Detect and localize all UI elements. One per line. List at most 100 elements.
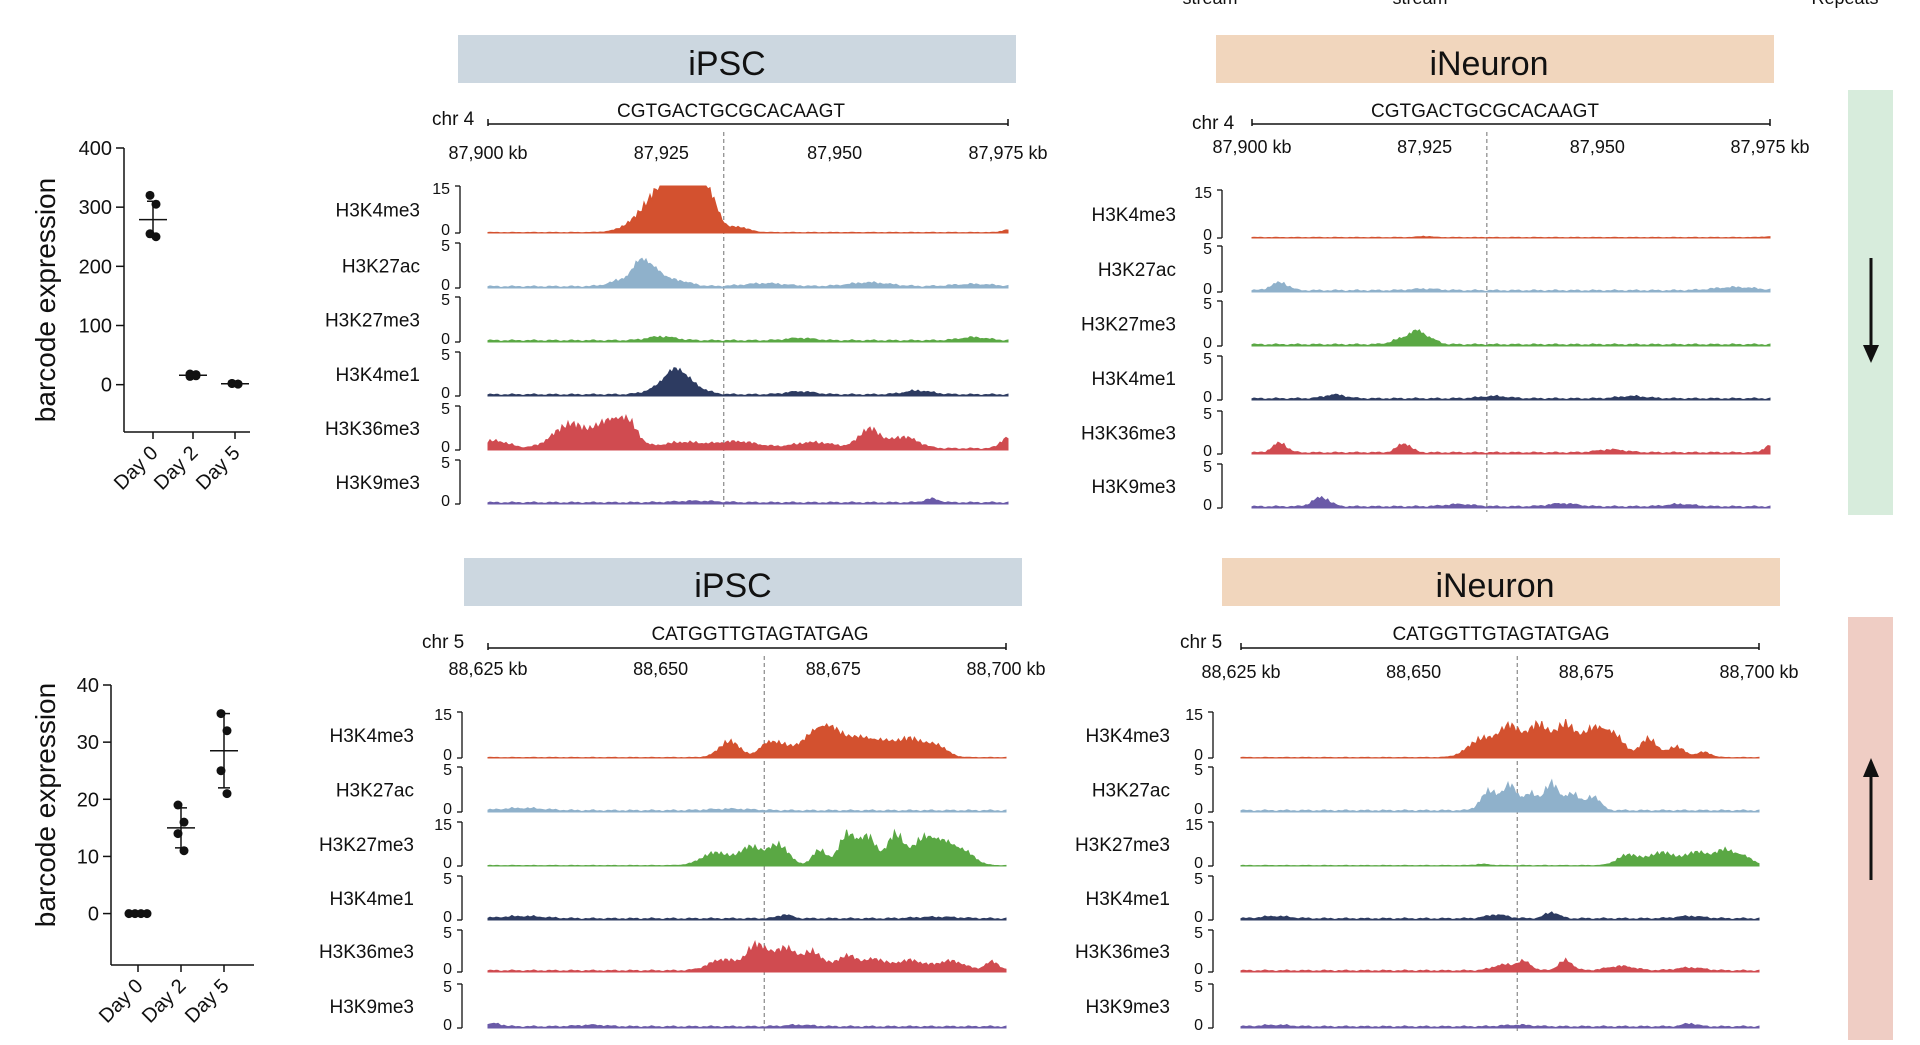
track-ymax-label: 5	[443, 762, 452, 779]
track-ymin-label: 0	[1194, 909, 1203, 926]
track-ymax-label: 5	[1203, 296, 1212, 313]
x-tick-label: 88,675	[806, 659, 861, 679]
track-signal	[1251, 329, 1771, 347]
track-signal	[487, 497, 1009, 505]
panel-header-bar	[1216, 35, 1774, 83]
sequence-label: CGTGACTGCGCACAAGT	[1371, 101, 1599, 122]
x-tick-label: 87,975 kb	[1730, 137, 1809, 157]
track-ymax-label: 5	[441, 292, 450, 309]
track-ymin-label: 0	[1203, 281, 1212, 298]
top-label-2: stream	[1392, 0, 1447, 8]
track-label: H3K9me3	[336, 473, 421, 494]
track-label: H3K27me3	[325, 311, 420, 332]
x-tick-label: 88,675	[1559, 662, 1614, 682]
x-tick-label: 87,925	[634, 143, 689, 163]
y-tick-label: 300	[79, 197, 112, 219]
track-signal	[487, 185, 1009, 234]
chrom-label: chr 5	[422, 632, 464, 653]
track-ymax-label: 5	[1203, 406, 1212, 423]
track-signal	[1240, 778, 1760, 813]
panel-title: iNeuron	[1435, 567, 1554, 605]
track-ymin-label: 0	[441, 222, 450, 239]
track-ymax-label: 5	[443, 871, 452, 888]
panel-header-bar	[1222, 558, 1780, 606]
track-label: H3K27ac	[342, 257, 420, 278]
track-signal	[487, 940, 1007, 973]
chrom-label: chr 4	[432, 109, 475, 130]
panel-header-bar	[458, 35, 1016, 83]
x-tick-label: Day 0	[110, 442, 163, 495]
track-ymin-label: 0	[441, 493, 450, 510]
x-tick-label: 87,900 kb	[448, 143, 527, 163]
data-point	[142, 909, 152, 919]
panel-ipsc-top: iPSC chr 4 CGTGACTGCGCACAAGT 87,900 kb 87…	[325, 35, 1048, 510]
track-label: H3K4me1	[1092, 369, 1177, 390]
track-ymin-label: 0	[441, 331, 450, 348]
y-axis-label: barcode expression	[30, 683, 61, 927]
y-tick-label: 30	[77, 732, 99, 754]
track-ymin-label: 0	[443, 1017, 452, 1034]
track-ymin-label: 0	[441, 385, 450, 402]
top-cutoff-labels: stream stream Repeats	[1182, 0, 1878, 8]
track-ymin-label: 0	[1194, 855, 1203, 872]
track-ymax-label: 5	[441, 238, 450, 255]
x-tick-label: 87,900 kb	[1212, 137, 1291, 157]
track-ymax-label: 15	[1185, 707, 1203, 724]
x-tick-label: 88,650	[633, 659, 688, 679]
track-label: H3K36me3	[1081, 424, 1176, 445]
data-point	[145, 190, 155, 200]
track-ymax-label: 5	[443, 925, 452, 942]
track-ymax-label: 5	[1194, 762, 1203, 779]
x-tick-label: 87,925	[1397, 137, 1452, 157]
x-tick-label: 88,650	[1386, 662, 1441, 682]
y-tick-label: 400	[79, 138, 112, 160]
track-signal	[1251, 235, 1771, 239]
x-tick-label: Day 2	[150, 442, 203, 495]
track-signal	[1251, 495, 1771, 509]
track-ymin-label: 0	[1194, 961, 1203, 978]
track-ymin-label: 0	[443, 801, 452, 818]
track-label: H3K36me3	[319, 942, 414, 963]
top-label-1: stream	[1182, 0, 1237, 8]
sequence-label: CATGGTTGTAGTATGAG	[1392, 624, 1609, 645]
track-label: H3K9me3	[330, 997, 415, 1018]
top-label-3: Repeats	[1811, 0, 1878, 8]
panel-title: iNeuron	[1429, 45, 1548, 83]
track-label: H3K27me3	[1075, 835, 1170, 856]
chrom-label: chr 5	[1180, 632, 1222, 653]
track-ymin-label: 0	[443, 855, 452, 872]
track-signal	[1240, 957, 1760, 973]
x-tick-label: 87,950	[807, 143, 862, 163]
track-ymin-label: 0	[1203, 227, 1212, 244]
track-ymax-label: 5	[1194, 871, 1203, 888]
track-ymax-label: 5	[1203, 351, 1212, 368]
x-tick-label: Day 2	[138, 975, 191, 1028]
track-label: H3K4me3	[1086, 726, 1171, 747]
panel-ineuron-top: iNeuron chr 4 CGTGACTGCGCACAAGT 87,900 k…	[1081, 35, 1810, 514]
track-ymax-label: 5	[441, 401, 450, 418]
track-label: H3K27ac	[1092, 781, 1170, 802]
track-ymin-label: 0	[1203, 335, 1212, 352]
x-tick-label: Day 5	[181, 975, 234, 1028]
y-tick-label: 10	[77, 846, 99, 868]
track-ymin-label: 0	[1203, 443, 1212, 460]
track-signal	[487, 806, 1007, 813]
track-ymin-label: 0	[1194, 801, 1203, 818]
sequence-label: CGTGACTGCGCACAAGT	[617, 101, 845, 122]
track-signal	[487, 722, 1007, 759]
track-signal	[1240, 911, 1760, 921]
up-arrow-head	[1863, 758, 1879, 777]
track-ymax-label: 15	[1185, 817, 1203, 834]
panel-ineuron-bottom: iNeuron chr 5 CATGGTTGTAGTATGAG 88,625 k…	[1075, 558, 1799, 1034]
track-ymin-label: 0	[443, 747, 452, 764]
track-ymin-label: 0	[443, 909, 452, 926]
track-signal	[487, 257, 1009, 289]
y-tick-label: 200	[79, 256, 112, 278]
track-ymax-label: 5	[441, 455, 450, 472]
track-signal	[487, 914, 1007, 921]
track-signal	[1251, 393, 1771, 401]
track-label: H3K27ac	[336, 781, 414, 802]
track-label: H3K36me3	[325, 419, 420, 440]
track-label: H3K9me3	[1086, 997, 1171, 1018]
